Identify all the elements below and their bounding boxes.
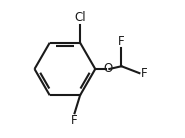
Text: F: F	[141, 67, 147, 80]
Text: O: O	[103, 63, 112, 75]
Text: F: F	[71, 114, 78, 127]
Text: F: F	[118, 35, 125, 48]
Text: Cl: Cl	[74, 11, 86, 24]
